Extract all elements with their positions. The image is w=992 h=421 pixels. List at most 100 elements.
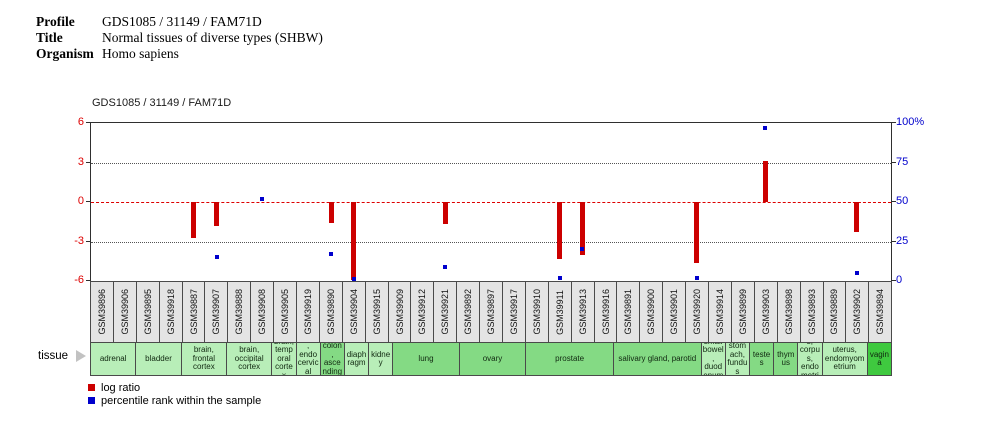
right-axis-tick-label: 50 [896,195,909,207]
tissue-name-label: vagina [869,349,889,367]
right-axis-tick-label: 0 [896,274,903,286]
sample-cell[interactable]: GSM39900 [639,281,664,343]
right-axis-tick-label: 25 [896,234,909,247]
sample-cell[interactable]: GSM39890 [318,281,343,343]
sample-cell[interactable]: GSM39918 [158,281,183,343]
sample-cell[interactable]: GSM39913 [570,281,595,343]
tissue-name-label: ovary [482,353,503,363]
tissue-cell: adrenal [90,342,137,376]
tissue-cell: testes [748,342,775,376]
sample-row: GSM39896 GSM39906 GSM39895 GSM39918 GSM39887… [90,281,893,343]
sample-id-label: GSM39911 [554,289,565,335]
tissue-cell: cervix, endocervical canal [295,342,321,376]
percentile-marker [214,255,219,260]
tissue-cell: lung [392,342,460,376]
tissue-name-label: uterus, corpus, endometrium [799,343,820,376]
sample-cell[interactable]: GSM39910 [524,281,549,343]
sample-cell[interactable]: GSM39897 [479,281,504,343]
tissue-cell: uterus, endomyometrium [821,342,868,376]
sample-cell[interactable]: GSM39915 [364,281,389,343]
sample-id-label: GSM39892 [463,289,474,335]
sample-cell[interactable]: GSM39891 [616,281,641,343]
sample-cell[interactable]: GSM39916 [593,281,618,343]
log-ratio-bar [442,202,448,225]
sample-cell[interactable]: GSM39899 [730,281,755,343]
tissue-name-label: diaphragm [346,349,367,367]
right-axis-tick [892,161,896,163]
percentile-marker [763,125,768,130]
sample-cell[interactable]: GSM39894 [868,281,893,343]
tissue-cell: bladder [135,342,182,376]
sample-cell[interactable]: GSM39903 [753,281,778,343]
right-axis-tick-label: 75 [896,155,909,168]
tissue-name-label: testes [752,349,771,367]
sample-cell[interactable]: GSM39906 [112,281,137,343]
log-ratio-bar [328,202,334,224]
left-axis-tick-label: -3 [74,234,84,247]
sample-cell[interactable]: GSM39907 [204,281,229,343]
sample-cell[interactable]: GSM39921 [433,281,458,343]
left-axis-tick [86,201,90,202]
tissue-row: adrenal bladder brain, frontal cortex brain… [90,342,893,376]
sample-cell[interactable]: GSM39914 [708,281,732,343]
title-value: Normal tissues of diverse types (SHBW) [102,30,323,45]
left-axis-tick [86,240,90,242]
profile-label: Profile [36,14,75,29]
sample-cell[interactable]: GSM39887 [181,281,206,343]
right-axis-tick [892,122,896,123]
legend-item: log ratio [88,381,261,394]
left-axis-tick-label: 6 [77,116,84,128]
sample-cell[interactable]: GSM39889 [822,281,847,343]
sample-cell[interactable]: GSM39888 [227,281,252,343]
sample-id-label: GSM39907 [211,289,222,335]
sample-cell[interactable]: GSM39909 [387,281,412,343]
sample-cell[interactable]: GSM39919 [296,281,320,343]
sample-id-label: GSM39905 [280,289,291,335]
sample-id-label: GSM39890 [325,289,336,335]
sample-id-label: GSM39900 [646,289,657,335]
sample-id-label: GSM39920 [692,289,703,335]
sample-id-label: GSM39888 [234,289,245,335]
log-ratio-bar [557,202,563,259]
sample-cell[interactable]: GSM39892 [456,281,481,343]
dataset-meta: Profile GDS1085 / 31149 / FAM71D Title N… [36,14,323,62]
sample-cell[interactable]: GSM39911 [547,281,572,343]
sample-cell[interactable]: GSM39912 [410,281,435,343]
sample-cell[interactable]: GSM39904 [341,281,366,343]
legend-item: percentile rank within the sample [88,394,261,407]
sample-cell[interactable]: GSM39902 [845,281,870,343]
tissue-row-label: tissue [38,350,87,362]
tissue-cell: diaphragm [343,342,370,376]
sample-cell[interactable]: GSM39896 [90,281,114,343]
tissue-name-label: thymus [777,349,795,367]
sample-id-label: GSM39901 [669,289,680,335]
tissue-name-label: brain, temporal cortex [274,343,294,376]
tissue-cell: prostate [525,342,614,376]
sample-cell[interactable]: GSM39917 [502,281,526,343]
sample-id-label: GSM39898 [783,289,794,335]
sample-cell[interactable]: GSM39895 [135,281,160,343]
sample-cell[interactable]: GSM39901 [662,281,687,343]
tissue-name-label: uterus, endomyometrium [824,345,865,372]
right-axis-tick-label: 100% [896,116,925,128]
left-axis-tick [86,161,90,163]
log-ratio-bar [694,202,700,263]
sample-cell[interactable]: GSM39893 [799,281,824,343]
right-axis-tick [892,280,896,281]
tissue-cell: brain, temporal cortex [271,342,297,376]
legend-swatch [88,397,95,404]
left-axis-tick [86,122,90,123]
legend-swatch [88,384,95,391]
sample-id-label: GSM39902 [852,289,863,335]
sample-id-label: GSM39897 [486,289,497,335]
percentile-marker [694,275,699,280]
left-axis: 6 3 0 -3 -6 [0,117,84,286]
sample-id-label: GSM39891 [623,289,634,335]
sample-id-label: GSM39904 [348,289,359,335]
sample-id-label: GSM39912 [417,289,428,335]
sample-cell[interactable]: GSM39905 [273,281,298,343]
sample-cell[interactable]: GSM39920 [685,281,710,343]
left-axis-tick-label: 3 [77,155,84,168]
sample-cell[interactable]: GSM39908 [250,281,275,343]
sample-cell[interactable]: GSM39898 [776,281,801,343]
